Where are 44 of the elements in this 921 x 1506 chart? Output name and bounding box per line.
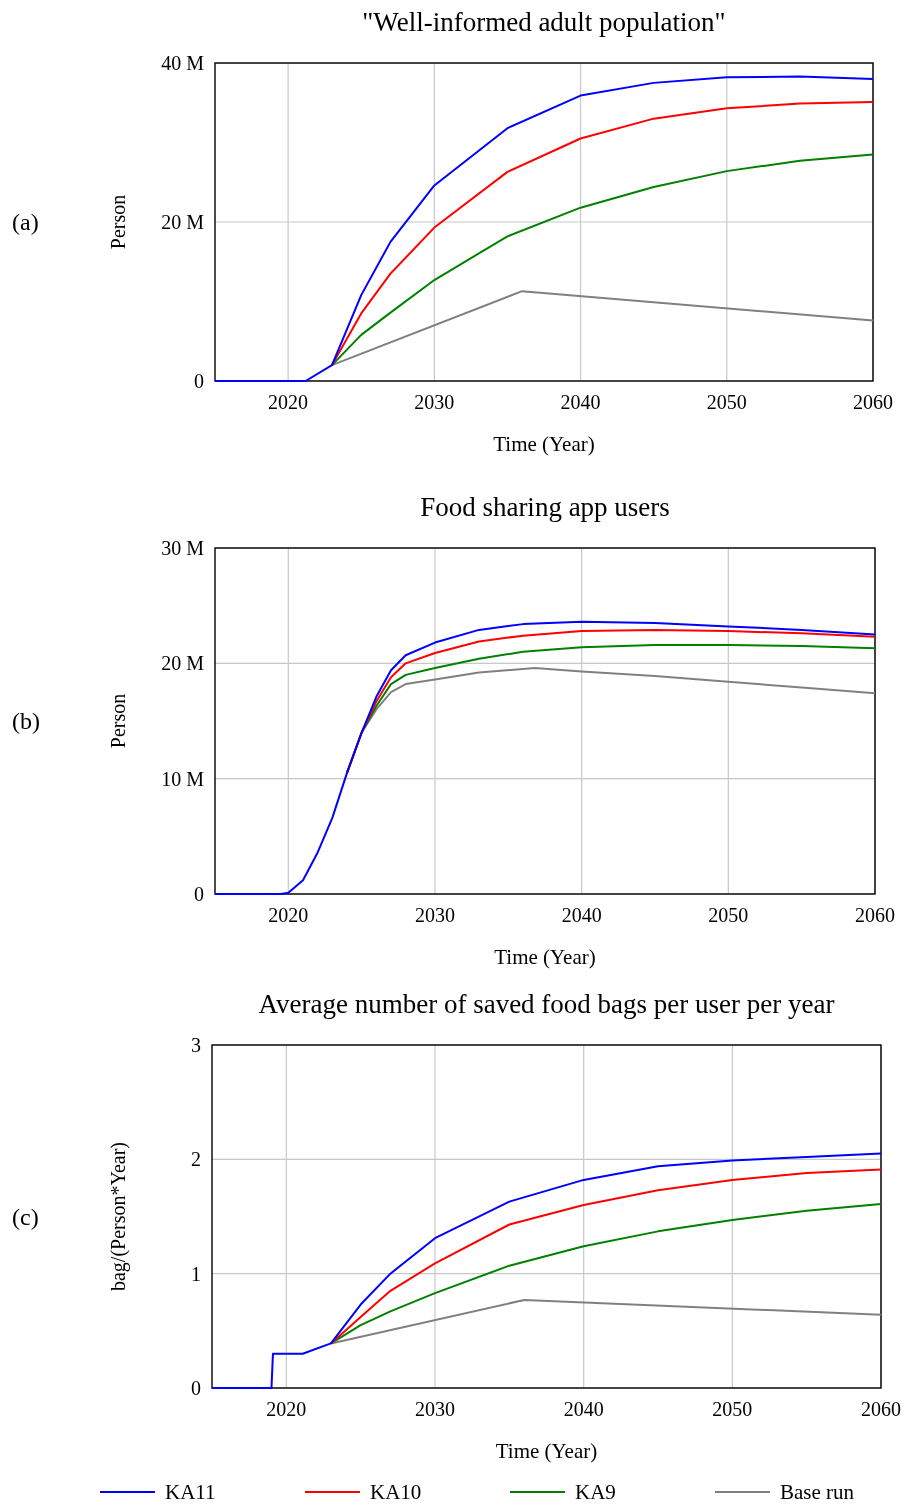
y-tick-label: 10 M xyxy=(161,767,205,790)
legend-label: KA10 xyxy=(370,1480,422,1504)
y-tick-label: 0 xyxy=(194,883,204,905)
x-tick-label: 2060 xyxy=(855,904,895,926)
chart-title: Average number of saved food bags per user per year xyxy=(258,989,835,1019)
x-tick-label: 2030 xyxy=(415,1398,455,1420)
y-tick-label: 1 xyxy=(191,1262,201,1285)
line-series xyxy=(330,153,874,367)
y-tick-label: 3 xyxy=(191,1034,201,1056)
y-tick-label: 30 M xyxy=(161,537,205,559)
x-tick-label: 2040 xyxy=(561,904,602,926)
line-series xyxy=(329,1202,882,1345)
text: (a) xyxy=(12,209,39,235)
x-tick-label: 2060 xyxy=(861,1398,901,1420)
y-axis-title: Person xyxy=(107,693,129,749)
x-axis-title: Time (Year) xyxy=(495,1439,598,1463)
y-tick-label: 20 M xyxy=(161,652,205,675)
x-tick-label: 2030 xyxy=(414,391,455,413)
x-axis-title: Time (Year) xyxy=(494,945,596,969)
x-tick-label: 2030 xyxy=(415,904,455,926)
chart-title: "Well-informed adult population" xyxy=(362,7,726,37)
y-tick-label: 0 xyxy=(191,1377,201,1399)
x-tick-label: 2050 xyxy=(712,1398,753,1420)
x-tick-label: 2020 xyxy=(268,904,309,926)
text: (c) xyxy=(12,1203,39,1230)
y-tick-label: 20 M xyxy=(161,211,205,233)
x-tick-label: 2050 xyxy=(708,904,749,926)
x-tick-label: 2020 xyxy=(268,391,309,413)
legend-label: KA9 xyxy=(575,1480,616,1504)
chart-title: Food sharing app users xyxy=(420,492,670,522)
x-tick-label: 2020 xyxy=(266,1398,307,1420)
y-tick-label: 2 xyxy=(191,1148,201,1171)
x-tick-label: 2050 xyxy=(706,391,747,413)
y-tick-label: 40 M xyxy=(161,52,205,74)
y-axis-title: Person xyxy=(107,194,129,250)
x-tick-label: 2060 xyxy=(853,391,893,413)
text: (b) xyxy=(12,708,40,734)
x-tick-label: 2040 xyxy=(560,391,601,413)
y-tick-label: 0 xyxy=(194,370,204,392)
legend-label: KA11 xyxy=(165,1480,216,1504)
legend-label: Base run xyxy=(780,1480,855,1504)
x-axis-title: Time (Year) xyxy=(493,432,595,456)
x-tick-label: 2040 xyxy=(563,1398,604,1420)
y-axis-title: bag/(Person*Year) xyxy=(107,1141,130,1292)
